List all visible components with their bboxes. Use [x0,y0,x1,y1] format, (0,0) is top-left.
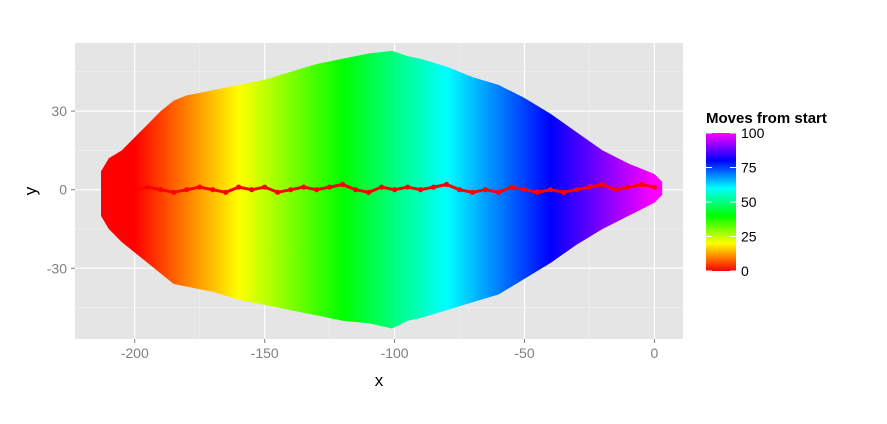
path-point [430,184,437,190]
colored-region [101,50,663,329]
x-tick-label: 0 [651,345,659,361]
path-point [275,189,281,195]
path-point [469,189,476,195]
path-point [340,181,346,188]
y-axis: -30 0 30 [47,103,75,276]
path-point [314,187,320,193]
legend-tick-label: 50 [741,194,757,210]
path-point [249,187,255,193]
legend-tick-label: 75 [741,160,757,176]
path-point [145,184,151,190]
x-tick-label: -50 [514,345,534,361]
y-tick-label: 0 [59,182,67,198]
path-point [184,187,190,193]
path-point [534,189,541,195]
path-point [560,189,567,195]
path-point [599,181,606,188]
path-point [158,187,164,193]
path-point [495,189,502,195]
path-point [651,184,658,190]
path-point [171,189,177,195]
path-point [482,187,489,193]
y-axis-title: y [21,186,40,195]
path-point [288,187,294,193]
legend-tick-label: 100 [741,125,765,141]
path-point [210,187,216,193]
path-point [456,187,463,193]
path-point [197,184,203,190]
path-point [378,184,385,190]
x-axis-title: x [375,371,384,390]
path-point [638,181,645,188]
path-point [327,184,333,190]
x-tick-label: -150 [251,345,279,361]
path-marks [132,181,658,195]
legend-tick-label: 25 [741,229,757,245]
x-tick-label: -100 [381,345,409,361]
path-point [223,189,229,195]
path-point [366,189,372,195]
legend-title: Moves from start [706,110,827,127]
path-point [417,187,424,193]
path-point [573,187,580,193]
path-point [132,187,138,193]
path-point [301,184,307,190]
path-point [625,184,632,190]
path-point [586,184,593,190]
path-point [353,187,359,193]
legend: Moves from start 0 25 50 75 100 [706,110,827,279]
legend-tick-label: 0 [741,263,749,279]
path-point [443,181,450,188]
path-point [236,184,242,190]
x-axis: -200 -150 -100 -50 0 [121,339,659,361]
path-point [404,184,411,190]
path-point [521,187,528,193]
legend-ticks: 0 25 50 75 100 [706,125,765,279]
path-point [547,187,554,193]
path-point [391,187,398,193]
y-tick-label: 30 [51,103,67,119]
y-tick-label: -30 [47,260,67,276]
path-point [612,187,619,193]
path-point [508,184,515,190]
x-tick-label: -200 [121,345,149,361]
path-point [262,184,268,190]
